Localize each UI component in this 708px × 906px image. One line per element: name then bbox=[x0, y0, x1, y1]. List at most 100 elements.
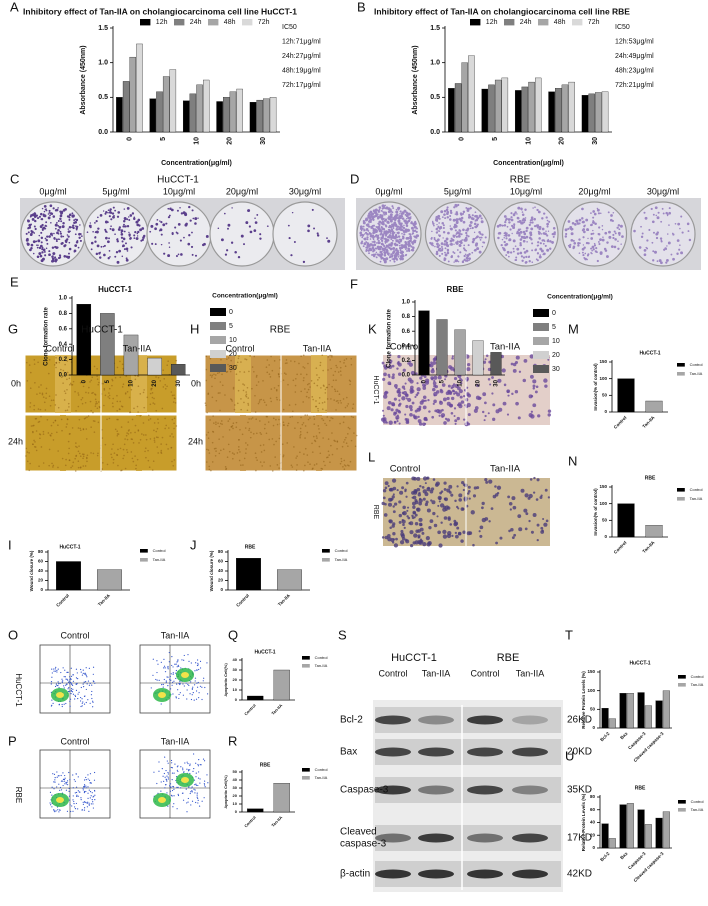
colony bbox=[676, 253, 678, 255]
colony bbox=[432, 245, 434, 247]
event bbox=[51, 683, 52, 684]
colony bbox=[67, 234, 69, 236]
colony bbox=[446, 212, 449, 215]
colony bbox=[598, 226, 600, 228]
colony bbox=[525, 230, 527, 232]
colony bbox=[675, 223, 677, 225]
y-tick-label: 0.8 bbox=[402, 314, 411, 320]
cell bbox=[245, 427, 247, 429]
event bbox=[187, 684, 188, 685]
cell bbox=[75, 470, 77, 472]
cell bbox=[286, 362, 288, 364]
colony bbox=[26, 233, 28, 235]
colony bbox=[531, 216, 534, 219]
cell bbox=[28, 470, 30, 472]
cell bbox=[154, 422, 156, 424]
colony bbox=[78, 247, 80, 249]
colony bbox=[505, 219, 507, 221]
event bbox=[72, 774, 73, 775]
group-label: Control bbox=[390, 342, 421, 353]
dose-label: 0μg/ml bbox=[39, 186, 66, 196]
cell bbox=[413, 533, 417, 537]
cell bbox=[451, 535, 453, 537]
cell bbox=[156, 436, 158, 438]
cell bbox=[41, 446, 43, 448]
event bbox=[58, 681, 59, 682]
colony bbox=[410, 245, 412, 247]
event bbox=[178, 795, 179, 796]
colony bbox=[69, 242, 71, 244]
colony bbox=[59, 226, 61, 228]
event bbox=[84, 791, 85, 792]
cell bbox=[274, 387, 276, 389]
cell bbox=[417, 392, 420, 395]
colony bbox=[529, 260, 531, 262]
cell bbox=[434, 410, 437, 413]
cell bbox=[259, 432, 261, 434]
colony bbox=[103, 210, 104, 211]
colony bbox=[100, 214, 103, 217]
event bbox=[71, 668, 72, 669]
cell bbox=[117, 465, 119, 467]
colony bbox=[57, 207, 59, 209]
cell bbox=[103, 405, 105, 407]
cell bbox=[232, 458, 234, 460]
cell bbox=[392, 541, 394, 543]
colony bbox=[461, 233, 463, 235]
cell bbox=[266, 404, 268, 406]
legend-swatch bbox=[210, 322, 226, 330]
event bbox=[197, 794, 198, 795]
event bbox=[196, 690, 197, 691]
colony bbox=[396, 250, 399, 253]
cell bbox=[533, 491, 535, 493]
y-tick-label: 10 bbox=[233, 801, 238, 806]
colony bbox=[525, 217, 527, 219]
colony bbox=[163, 253, 165, 255]
cell bbox=[212, 397, 214, 399]
cell bbox=[343, 441, 345, 443]
cell bbox=[528, 520, 530, 522]
colony bbox=[61, 211, 63, 213]
colony bbox=[394, 220, 395, 221]
colony bbox=[569, 244, 571, 246]
event bbox=[175, 696, 176, 697]
cell bbox=[351, 416, 353, 418]
cell bbox=[67, 374, 69, 376]
cell bbox=[465, 398, 468, 401]
cell bbox=[304, 437, 306, 439]
cell bbox=[485, 481, 488, 484]
cell bbox=[285, 373, 287, 375]
colony bbox=[433, 225, 435, 227]
colony bbox=[668, 242, 671, 245]
colony bbox=[612, 220, 614, 222]
y-tick-label: 0 bbox=[235, 697, 238, 702]
cell bbox=[143, 434, 145, 436]
cell bbox=[480, 526, 484, 530]
cell bbox=[391, 376, 394, 379]
cell bbox=[243, 390, 245, 392]
cell bbox=[173, 394, 175, 396]
cell bbox=[303, 355, 305, 357]
x-tick-label: 20 bbox=[476, 379, 482, 386]
event bbox=[171, 673, 172, 674]
event bbox=[195, 783, 196, 784]
x-tick-label: Bax bbox=[619, 851, 629, 861]
cell bbox=[513, 363, 517, 367]
panel-label: L bbox=[368, 449, 375, 464]
colony bbox=[91, 242, 94, 245]
legend-swatch bbox=[678, 675, 686, 679]
colony bbox=[645, 217, 648, 220]
event bbox=[55, 667, 56, 668]
cell bbox=[386, 391, 388, 393]
cell bbox=[72, 465, 74, 467]
colony bbox=[540, 242, 542, 244]
colony bbox=[92, 231, 94, 233]
cell bbox=[91, 376, 93, 378]
x-tick-label: Tan-IIA bbox=[270, 815, 283, 828]
colony bbox=[133, 234, 135, 236]
cell bbox=[427, 399, 429, 401]
cell-line: RBE bbox=[372, 505, 379, 520]
cell bbox=[55, 357, 57, 359]
colony bbox=[606, 241, 608, 243]
x-tick-label: 0 bbox=[127, 137, 134, 141]
